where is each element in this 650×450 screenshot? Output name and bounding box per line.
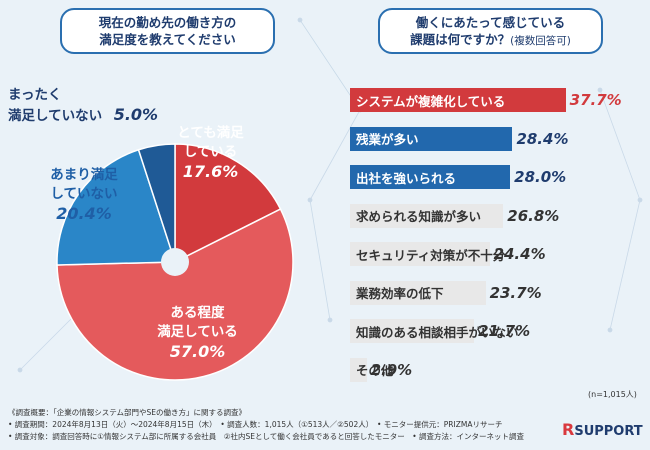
survey-note-title: 《調査概要：「企業の情報システム部門やSEの働き方」に関する調査》 — [8, 408, 247, 417]
pie-slice-somewhat-satisfied — [56, 208, 294, 381]
pie-value-label: 5.0% — [113, 105, 159, 124]
rsupport-logo: RSUPPORT — [562, 420, 643, 439]
satisfaction-pie-chart — [56, 143, 294, 381]
pie-label-text: していない — [50, 186, 118, 202]
bar-value-label: 2.9% — [370, 360, 413, 379]
pie-slice-very-satisfied — [174, 143, 282, 264]
bar-fill: セキュリティ対策が不十分 — [350, 242, 505, 266]
pie-label-text: ある程度 — [170, 305, 225, 321]
bar-fill: 出社を強いられる — [350, 165, 511, 189]
question-2-note: (複数回答可) — [510, 35, 571, 47]
question-1-line-2: 満足度を教えてください — [99, 32, 236, 47]
bar-value-label: 23.7% — [489, 283, 542, 302]
bar-fill: 残業が多い — [350, 126, 513, 151]
bar-value-label: 28.0% — [514, 168, 567, 186]
bar-value-label: 26.8% — [507, 206, 560, 225]
sample-size-label: (n=1,015人) — [588, 390, 637, 399]
bar-fill: 求められる知識が多い — [350, 203, 504, 228]
survey-note-target: • 調査対象：調査回答時に①情報システム部に所属する会社員 ②社内SEとして働く… — [8, 432, 525, 441]
bar-fill: 業務効率の低下 — [350, 280, 486, 305]
bar-value-label: 21.7% — [478, 322, 531, 340]
pie-center-hole — [161, 248, 189, 276]
pie-label-text: あまり満足 — [50, 167, 118, 183]
bar-row: 求められる知識が多い 26.8% — [350, 203, 560, 228]
survey-note-period: • 調査期間：2024年8月13日（火）〜2024年8月15日（木） • 調査人… — [8, 420, 503, 429]
pie-label-text: している — [183, 144, 238, 160]
pie-value-label: 17.6% — [182, 162, 239, 181]
question-2-line-2: 課題は何ですか？ — [410, 32, 511, 47]
bar-row: セキュリティ対策が不十分 24.4% — [350, 242, 546, 266]
pie-value-label: 57.0% — [169, 342, 226, 361]
bar-value-label: 24.4% — [493, 245, 546, 263]
pie-slice-not-very-satisfied — [56, 148, 177, 266]
pie-label-text: まったく — [8, 87, 62, 103]
bar-fill: システムが複雑化している — [350, 88, 566, 112]
question-1-line-1: 現在の勤め先の働き方の — [98, 15, 237, 30]
pie-label-not-very-satisfied: あまり満足 していない 20.4% — [30, 166, 138, 223]
pie-label-very-satisfied: とても満足 している 17.6% — [158, 124, 263, 181]
question-2-line-1: 働くにあたって感じている — [415, 15, 566, 30]
bar-value-label: 28.4% — [516, 129, 569, 148]
pie-label-not-at-all-satisfied: まったく 満足していない 5.0% — [8, 86, 176, 126]
bar-row: 出社を強いられる 28.0% — [350, 165, 566, 189]
pie-slice-not-at-all-satisfied — [137, 143, 176, 263]
bar-row: 業務効率の低下 23.7% — [350, 280, 542, 305]
pie-label-somewhat-satisfied: ある程度 満足している 57.0% — [130, 304, 265, 361]
logo-text: SUPPORT — [574, 424, 643, 439]
pie-label-text: 満足していない — [8, 108, 103, 124]
question-1-box: 現在の勤め先の働き方の 満足度を教えてください — [60, 8, 275, 54]
question-2-box: 働くにあたって感じている 課題は何ですか？(複数回答可) — [378, 8, 603, 54]
pie-value-label: 20.4% — [56, 204, 112, 223]
pie-label-text: とても満足 — [177, 125, 244, 141]
bar-row: システムが複雑化している 37.7% — [350, 88, 622, 112]
bar-row: 残業が多い 28.4% — [350, 126, 569, 151]
bar-value-label: 37.7% — [569, 91, 622, 109]
bar-row: 知識のある相談相手がいない 21.7% — [350, 319, 530, 343]
pie-label-text: 満足している — [157, 324, 238, 340]
bar-fill: その他 — [350, 357, 394, 382]
bar-row: その他 2.9% — [350, 357, 413, 382]
logo-mark: R — [562, 420, 575, 439]
bar-fill: 知識のある相談相手がいない — [350, 319, 519, 343]
